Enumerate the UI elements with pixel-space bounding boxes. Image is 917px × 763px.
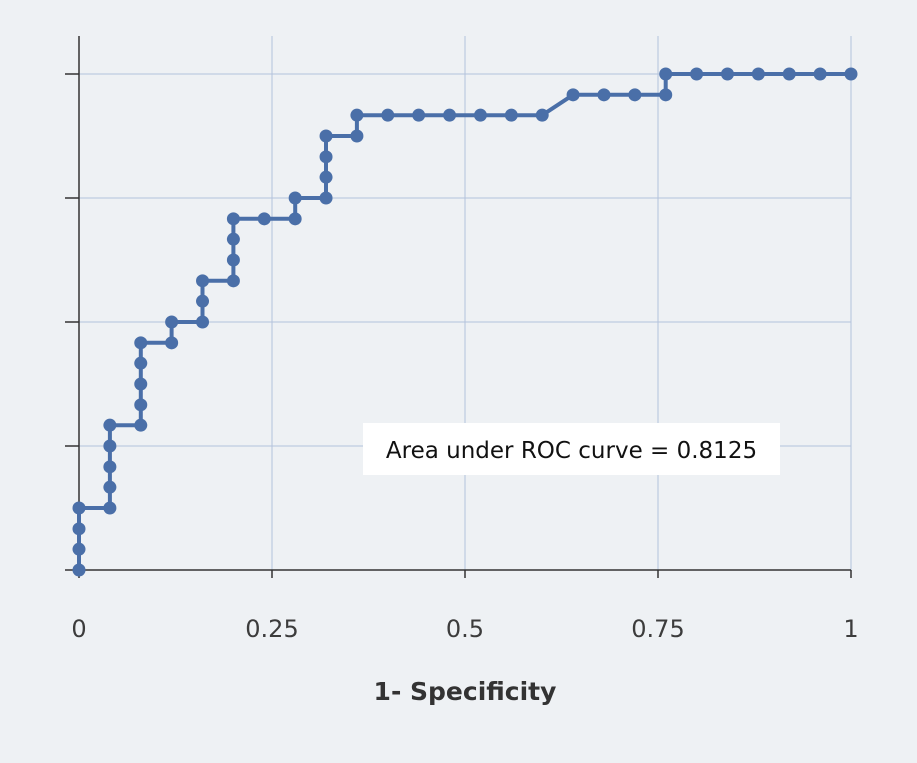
roc-point (134, 356, 148, 370)
roc-point (72, 501, 86, 515)
roc-point (226, 212, 240, 226)
roc-point (134, 336, 148, 350)
roc-point (381, 108, 395, 122)
roc-point (288, 191, 302, 205)
roc-point (319, 191, 333, 205)
auc-annotation-text: Area under ROC curve = 0.8125 (386, 438, 757, 464)
roc-series (72, 67, 858, 577)
roc-point (72, 563, 86, 577)
x-tick-label: 0.5 (446, 615, 484, 643)
roc-point (690, 67, 704, 81)
roc-point (226, 253, 240, 267)
roc-point (288, 212, 302, 226)
x-tick-label: 1 (843, 615, 858, 643)
roc-point (103, 418, 117, 432)
roc-point (257, 212, 271, 226)
roc-point (72, 522, 86, 536)
roc-point (134, 398, 148, 412)
roc-point (412, 108, 426, 122)
roc-point (165, 315, 179, 329)
x-tick-label: 0.25 (245, 615, 298, 643)
roc-point (319, 129, 333, 143)
roc-point (72, 542, 86, 556)
roc-point (566, 88, 580, 102)
roc-point (196, 315, 210, 329)
roc-point (628, 88, 642, 102)
roc-point (473, 108, 487, 122)
roc-point (350, 108, 364, 122)
roc-point (813, 67, 827, 81)
roc-point (103, 439, 117, 453)
roc-point (103, 460, 117, 474)
roc-point (134, 418, 148, 432)
roc-point (226, 274, 240, 288)
axes: 0 0.25 0.5 0.75 1 (65, 36, 859, 643)
roc-point (659, 88, 673, 102)
roc-point (350, 129, 364, 143)
roc-point (720, 67, 734, 81)
roc-point (751, 67, 765, 81)
x-axis-title: 1- Specificity (374, 677, 557, 706)
x-tick-label: 0 (71, 615, 86, 643)
auc-annotation-box (363, 423, 780, 475)
roc-point (659, 67, 673, 81)
auc-annotation: Area under ROC curve = 0.8125 (363, 423, 780, 475)
roc-point (196, 294, 210, 308)
roc-point (443, 108, 457, 122)
roc-point (319, 150, 333, 164)
roc-point (103, 501, 117, 515)
roc-point (196, 274, 210, 288)
roc-point (535, 108, 549, 122)
roc-point (103, 480, 117, 494)
roc-point (782, 67, 796, 81)
roc-point (319, 170, 333, 184)
roc-point (165, 336, 179, 350)
roc-point (226, 232, 240, 246)
x-tick-label: 0.75 (631, 615, 684, 643)
roc-point (134, 377, 148, 391)
roc-point (844, 67, 858, 81)
roc-point (597, 88, 611, 102)
roc-point (504, 108, 518, 122)
